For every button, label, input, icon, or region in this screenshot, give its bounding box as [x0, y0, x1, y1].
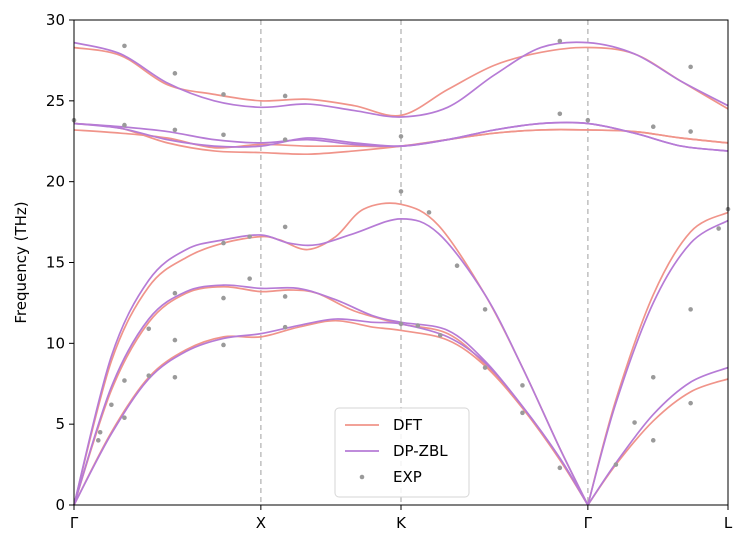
- y-tick-label: 30: [46, 11, 65, 29]
- exp-point: [172, 127, 178, 133]
- dft-branch-5: [587, 211, 729, 506]
- exp-point: [282, 294, 288, 299]
- dft-branch-4: [587, 378, 729, 506]
- exp-point: [221, 92, 226, 97]
- exp-points: [71, 38, 731, 471]
- dft-branch-1: [73, 319, 589, 506]
- exp-point: [437, 332, 443, 338]
- exp-point: [172, 71, 178, 76]
- legend-marker-exp: [359, 474, 365, 480]
- legend-label: EXP: [393, 468, 422, 486]
- y-tick-label: 5: [55, 415, 65, 433]
- exp-point: [482, 365, 488, 370]
- exp-point: [109, 402, 114, 408]
- exp-point: [398, 321, 404, 327]
- exp-point: [122, 415, 127, 421]
- legend-label: DP-ZBL: [393, 442, 448, 460]
- exp-point: [557, 465, 563, 471]
- series-lines: [73, 41, 729, 506]
- exp-point: [650, 438, 656, 443]
- exp-point: [398, 134, 404, 139]
- exp-point: [716, 226, 721, 231]
- x-tick-label: Γ: [584, 514, 593, 532]
- exp-point: [122, 378, 127, 383]
- exp-point: [688, 129, 693, 134]
- y-axis: 0 5 10 15 20 25 30: [46, 11, 74, 514]
- x-tick-label: X: [256, 514, 266, 532]
- exp-point: [146, 326, 152, 332]
- exp-point: [221, 295, 226, 301]
- exp-point: [172, 374, 178, 380]
- legend: DFT DP-ZBL EXP: [334, 407, 470, 498]
- exp-point: [398, 189, 404, 194]
- dp-zbl-branch-4: [587, 366, 729, 506]
- dp-zbl-branch-1: [73, 318, 589, 506]
- exp-point: [632, 420, 637, 425]
- exp-point: [688, 64, 693, 70]
- exp-point: [282, 324, 288, 330]
- y-tick-label: 0: [55, 496, 65, 514]
- y-tick-label: 20: [46, 173, 65, 191]
- exp-point: [557, 111, 563, 117]
- exp-point: [97, 429, 103, 435]
- exp-point: [520, 410, 525, 416]
- dp-zbl-branch-3: [73, 217, 589, 506]
- exp-point: [282, 137, 288, 142]
- exp-point: [650, 124, 656, 129]
- y-tick-label: 25: [46, 92, 65, 110]
- x-tick-label: L: [724, 514, 733, 532]
- exp-point: [221, 132, 226, 138]
- exp-point: [688, 400, 693, 406]
- exp-point: [426, 210, 432, 215]
- exp-point: [282, 224, 288, 230]
- dp-zbl-branch-7: [73, 121, 729, 152]
- exp-point: [415, 323, 421, 328]
- exp-point: [221, 342, 226, 348]
- exp-point: [95, 438, 101, 443]
- exp-point: [282, 93, 288, 99]
- exp-point: [482, 307, 488, 312]
- y-tick-label: 15: [46, 254, 65, 272]
- legend-label: DFT: [393, 416, 423, 434]
- x-tick-label: Γ: [70, 514, 79, 532]
- exp-point: [221, 240, 226, 246]
- exp-point: [557, 38, 563, 44]
- y-tick-label: 10: [46, 334, 65, 352]
- exp-point: [650, 374, 656, 380]
- legend-box: [334, 407, 470, 498]
- exp-point: [247, 234, 252, 239]
- exp-point: [146, 373, 152, 378]
- dp-zbl-branch-8: [73, 41, 729, 118]
- dft-branch-3: [73, 202, 589, 506]
- exp-point: [613, 462, 619, 467]
- exp-point: [172, 290, 178, 296]
- dp-zbl-branch-2: [73, 284, 589, 506]
- x-tick-label: K: [396, 514, 407, 532]
- exp-point: [122, 122, 127, 128]
- y-axis-label: Frequency (THz): [12, 201, 30, 323]
- exp-point: [520, 383, 525, 388]
- exp-point: [454, 263, 460, 269]
- exp-point: [172, 337, 178, 343]
- exp-point: [585, 117, 591, 123]
- dp-zbl-branch-5: [587, 219, 729, 506]
- exp-point: [247, 276, 252, 281]
- exp-point: [688, 307, 693, 312]
- exp-point: [122, 43, 127, 49]
